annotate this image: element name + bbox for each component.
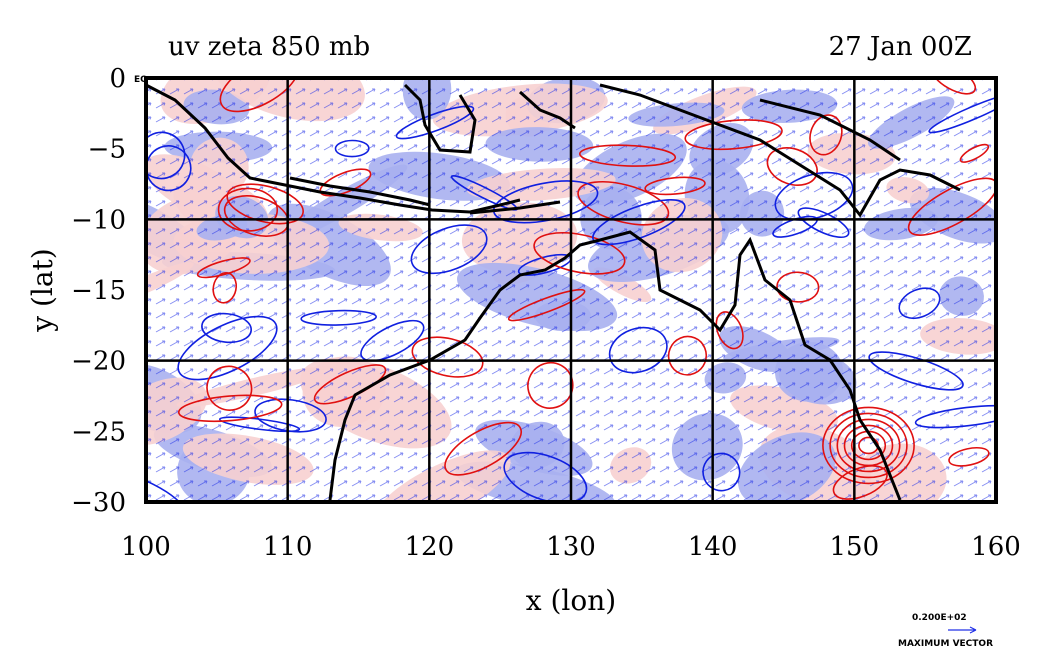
negative-vorticity-contour xyxy=(898,287,941,320)
positive-vorticity-contour xyxy=(444,421,522,476)
y-tick-label: −15 xyxy=(71,276,126,306)
x-axis-title: x (lon) xyxy=(526,584,616,617)
x-tick-label: 150 xyxy=(830,532,880,562)
y-tick-label: −20 xyxy=(71,347,126,377)
reference-vector-caption: MAXIMUM VECTOR xyxy=(898,639,993,649)
x-tick-label: 160 xyxy=(971,532,1021,562)
positive-vorticity-contour xyxy=(776,271,820,303)
positive-vorticity-contour xyxy=(948,446,990,467)
australia-coast xyxy=(328,230,902,501)
x-tick-label: 130 xyxy=(546,532,596,562)
java-south-coast xyxy=(289,176,431,207)
gridlines xyxy=(146,78,996,502)
negative-vorticity-contour xyxy=(300,309,377,326)
plot-border xyxy=(144,76,998,504)
reference-vector-arrow-icon xyxy=(948,626,977,634)
y-tick-label: 0 xyxy=(109,64,126,94)
positive-vorticity-contour xyxy=(196,257,251,279)
cyclone-contour xyxy=(836,418,901,473)
negative-vorticity-contour xyxy=(218,416,301,433)
positive-vorticity-contour xyxy=(507,288,586,322)
borneo-coast xyxy=(403,83,477,154)
positive-vorticity-contour xyxy=(219,78,300,113)
sulawesi-coast xyxy=(518,90,576,130)
positive-vorticity-contour xyxy=(809,114,843,156)
positive-vorticity-contour xyxy=(206,365,253,411)
coastlines xyxy=(146,83,961,501)
positive-vorticity-contour xyxy=(226,183,304,225)
negative-vorticity-contour xyxy=(592,199,686,246)
cyclone-contour xyxy=(843,424,894,467)
x-tick-label: 110 xyxy=(263,532,313,562)
positive-vorticity-contour xyxy=(533,232,626,275)
positive-vorticity-contour xyxy=(644,176,706,196)
negative-vorticity-contour xyxy=(868,351,964,391)
new-guinea-coast xyxy=(599,83,961,218)
timor-coast xyxy=(469,200,561,215)
positive-vorticity-contour xyxy=(577,180,670,226)
x-tick-label: 140 xyxy=(688,532,738,562)
vorticity-contours xyxy=(146,78,996,502)
plot-area xyxy=(146,78,996,502)
negative-vorticity-contour xyxy=(146,472,185,502)
map-title: uv zeta 850 mb xyxy=(168,32,370,62)
y-axis-ticks: 0 −5 −10 −15 −20 −25 −30 xyxy=(71,64,126,518)
map-date: 27 Jan 00Z xyxy=(829,32,972,62)
equator-label: EQ xyxy=(134,75,148,85)
positive-vorticity-contour xyxy=(667,335,708,376)
y-tick-label: −10 xyxy=(71,205,126,235)
cyclone-contour xyxy=(822,406,915,485)
new-guinea-north-coast xyxy=(759,98,901,162)
positive-vorticity-contour xyxy=(212,271,238,304)
negative-vorticity-contour xyxy=(201,312,253,344)
cyclone-contour xyxy=(829,412,908,479)
positive-vorticity-contour xyxy=(578,144,677,167)
negative-vorticity-contour xyxy=(503,451,588,502)
positive-vorticity-contour xyxy=(930,78,977,95)
positive-vorticity-contour xyxy=(684,119,783,151)
positive-vorticity-contour xyxy=(715,311,744,350)
negative-vorticity-contour xyxy=(334,139,370,158)
positive-vorticity-contour xyxy=(177,394,283,423)
negative-vorticity-contour xyxy=(395,105,475,140)
reference-vector-legend: 0.200E+02 MAXIMUM VECTOR xyxy=(898,613,993,649)
y-axis-title: y (lat) xyxy=(26,248,59,332)
y-tick-label: −5 xyxy=(88,135,126,165)
negative-vorticity-contour xyxy=(146,131,186,180)
x-tick-label: 100 xyxy=(121,532,171,562)
positive-vorticity-contour xyxy=(411,336,484,378)
y-tick-label: −30 xyxy=(71,488,126,518)
negative-vorticity-contour xyxy=(928,93,996,134)
x-axis-ticks: 100 110 120 130 140 150 160 xyxy=(121,532,1021,562)
y-tick-label: −25 xyxy=(71,417,126,447)
negative-vorticity-contour xyxy=(702,452,741,492)
reference-vector-value: 0.200E+02 xyxy=(912,613,967,623)
positive-vorticity-contour xyxy=(907,177,996,236)
negative-vorticity-contour xyxy=(914,404,996,429)
negative-vorticity-contour xyxy=(774,171,854,221)
negative-vorticity-contour xyxy=(410,224,488,275)
positive-vorticity-contour xyxy=(959,143,990,163)
negative-vorticity-contour xyxy=(360,319,425,362)
x-tick-label: 120 xyxy=(405,532,455,562)
positive-vorticity-contour xyxy=(217,187,279,232)
